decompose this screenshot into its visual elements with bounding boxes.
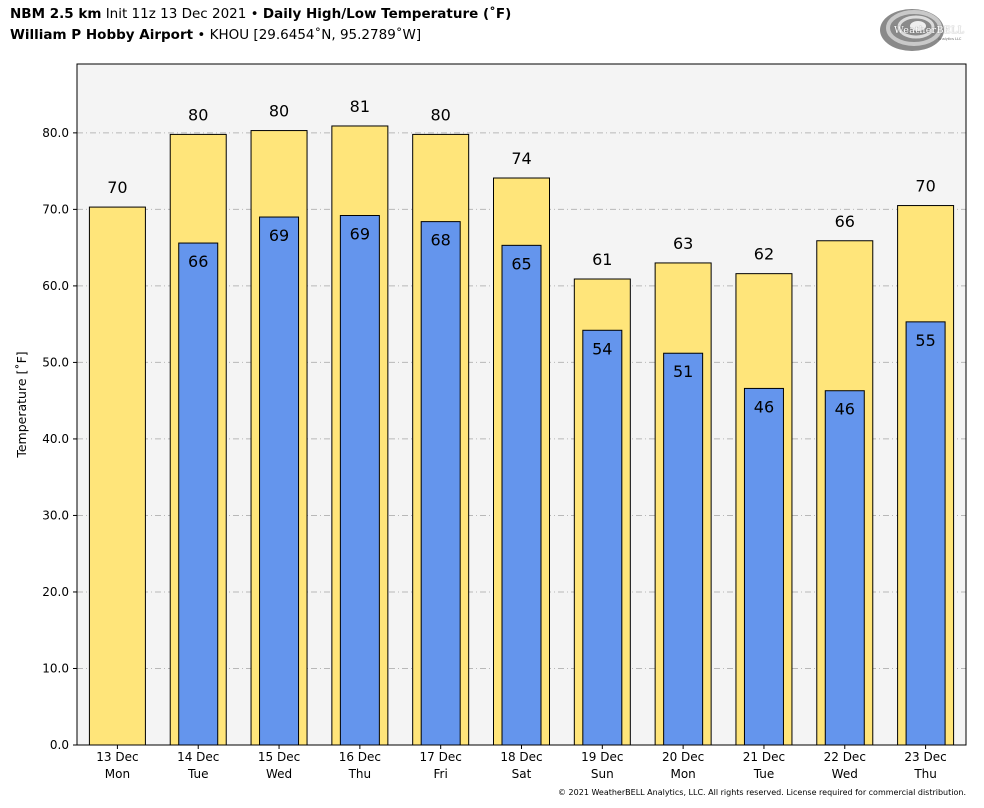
logo-swirl-icon [880,9,944,51]
x-tick-label-day: Wed [832,767,858,781]
high-temp-label: 80 [188,105,208,124]
y-tick-label: 80.0 [42,126,69,140]
model-name: NBM 2.5 km [10,6,102,22]
x-tick-label-date: 19 Dec [581,750,623,764]
y-tick-label: 70.0 [42,202,69,216]
x-tick-label-date: 13 Dec [96,750,138,764]
low-temp-label: 65 [511,254,531,273]
low-temp-bar [743,387,784,746]
x-tick-label-date: 15 Dec [258,750,300,764]
x-tick-label-date: 22 Dec [824,750,866,764]
y-tick-label: 60.0 [42,279,69,293]
high-temp-label: 70 [107,178,127,197]
low-temp-bar [259,216,300,746]
title-separator: • [250,6,259,22]
x-tick-label-date: 21 Dec [743,750,785,764]
x-tick-label-day: Mon [105,767,130,781]
y-tick-label: 40.0 [42,432,69,446]
low-temp-bar [501,244,542,746]
low-temp-bar [339,215,380,746]
axes: 0.0 10.0 20.0 30.0 40.0 50.0 60.0 70.0 80.0 13 De… [42,126,946,781]
high-temp-label: 62 [754,245,774,264]
low-temp-bar [824,390,865,746]
logo-text: WeatherBELL [894,25,965,36]
low-temp-label: 46 [754,397,774,416]
bars: 70 80 66 80 69 81 69 80 68 74 65 61 54 63 51 62 46 66 46 70… [88,97,955,746]
copyright-notice: © 2021 WeatherBELL Analytics, LLC. All r… [558,788,966,797]
low-temp-bar [420,221,461,746]
y-tick-label: 10.0 [42,661,69,675]
x-tick-label-date: 17 Dec [420,750,462,764]
x-tick-label-day: Thu [348,767,372,781]
chart-title-line-2: William P Hobby Airport • KHOU [29.6454˚… [10,27,421,43]
chart-title-line-1: NBM 2.5 km Init 11z 13 Dec 2021 • Daily … [10,6,511,22]
x-tick-label-day: Fri [434,767,448,781]
x-tick-label-day: Thu [913,767,937,781]
low-temp-label: 46 [835,400,855,419]
product-name: Daily High/Low Temperature (˚F) [262,6,512,22]
x-tick-label-date: 18 Dec [500,750,542,764]
low-temp-bar [663,352,704,746]
low-temp-label: 51 [673,362,693,381]
title-separator: • [197,27,206,43]
low-temp-label: 69 [350,225,370,244]
low-temp-label: 55 [915,331,935,350]
x-tick-label-date: 20 Dec [662,750,704,764]
x-tick-label-day: Tue [187,767,209,781]
y-tick-label: 30.0 [42,508,69,522]
x-tick-label-day: Wed [266,767,292,781]
x-tick-label-date: 14 Dec [177,750,219,764]
low-temp-bar [582,329,623,746]
low-temp-label: 66 [188,252,208,271]
x-tick-label-day: Tue [753,767,775,781]
high-temp-label: 66 [835,212,855,231]
init-time: Init 11z 13 Dec 2021 [105,6,247,22]
y-axis-label: Temperature [˚F] [14,351,29,458]
low-temp-label: 54 [592,339,612,358]
y-tick-label: 20.0 [42,585,69,599]
high-temp-label: 80 [431,105,451,124]
station-info: KHOU [29.6454˚N, 95.2789˚W] [209,27,422,43]
y-tick-label: 50.0 [42,355,69,369]
high-temp-label: 81 [350,97,370,116]
high-temp-bar [88,206,146,746]
high-temp-label: 61 [592,250,612,269]
low-temp-bar [178,242,219,746]
logo-subtext: Analytics LLC [938,37,962,41]
x-tick-label-date: 23 Dec [904,750,946,764]
y-tick-label: 0.0 [50,738,69,752]
x-tick-label-day: Mon [670,767,695,781]
high-temp-label: 74 [511,149,531,168]
x-tick-label-day: Sat [512,767,532,781]
high-temp-label: 70 [915,177,935,196]
high-temp-label: 63 [673,234,693,253]
low-temp-bar [905,321,946,746]
high-temp-label: 80 [269,102,289,121]
x-tick-label-date: 16 Dec [339,750,381,764]
low-temp-label: 68 [431,231,451,250]
weatherbell-logo: WeatherBELL Analytics LLC [878,6,970,56]
station-name: William P Hobby Airport [10,27,194,43]
x-tick-label-day: Sun [591,767,614,781]
low-temp-label: 69 [269,226,289,245]
